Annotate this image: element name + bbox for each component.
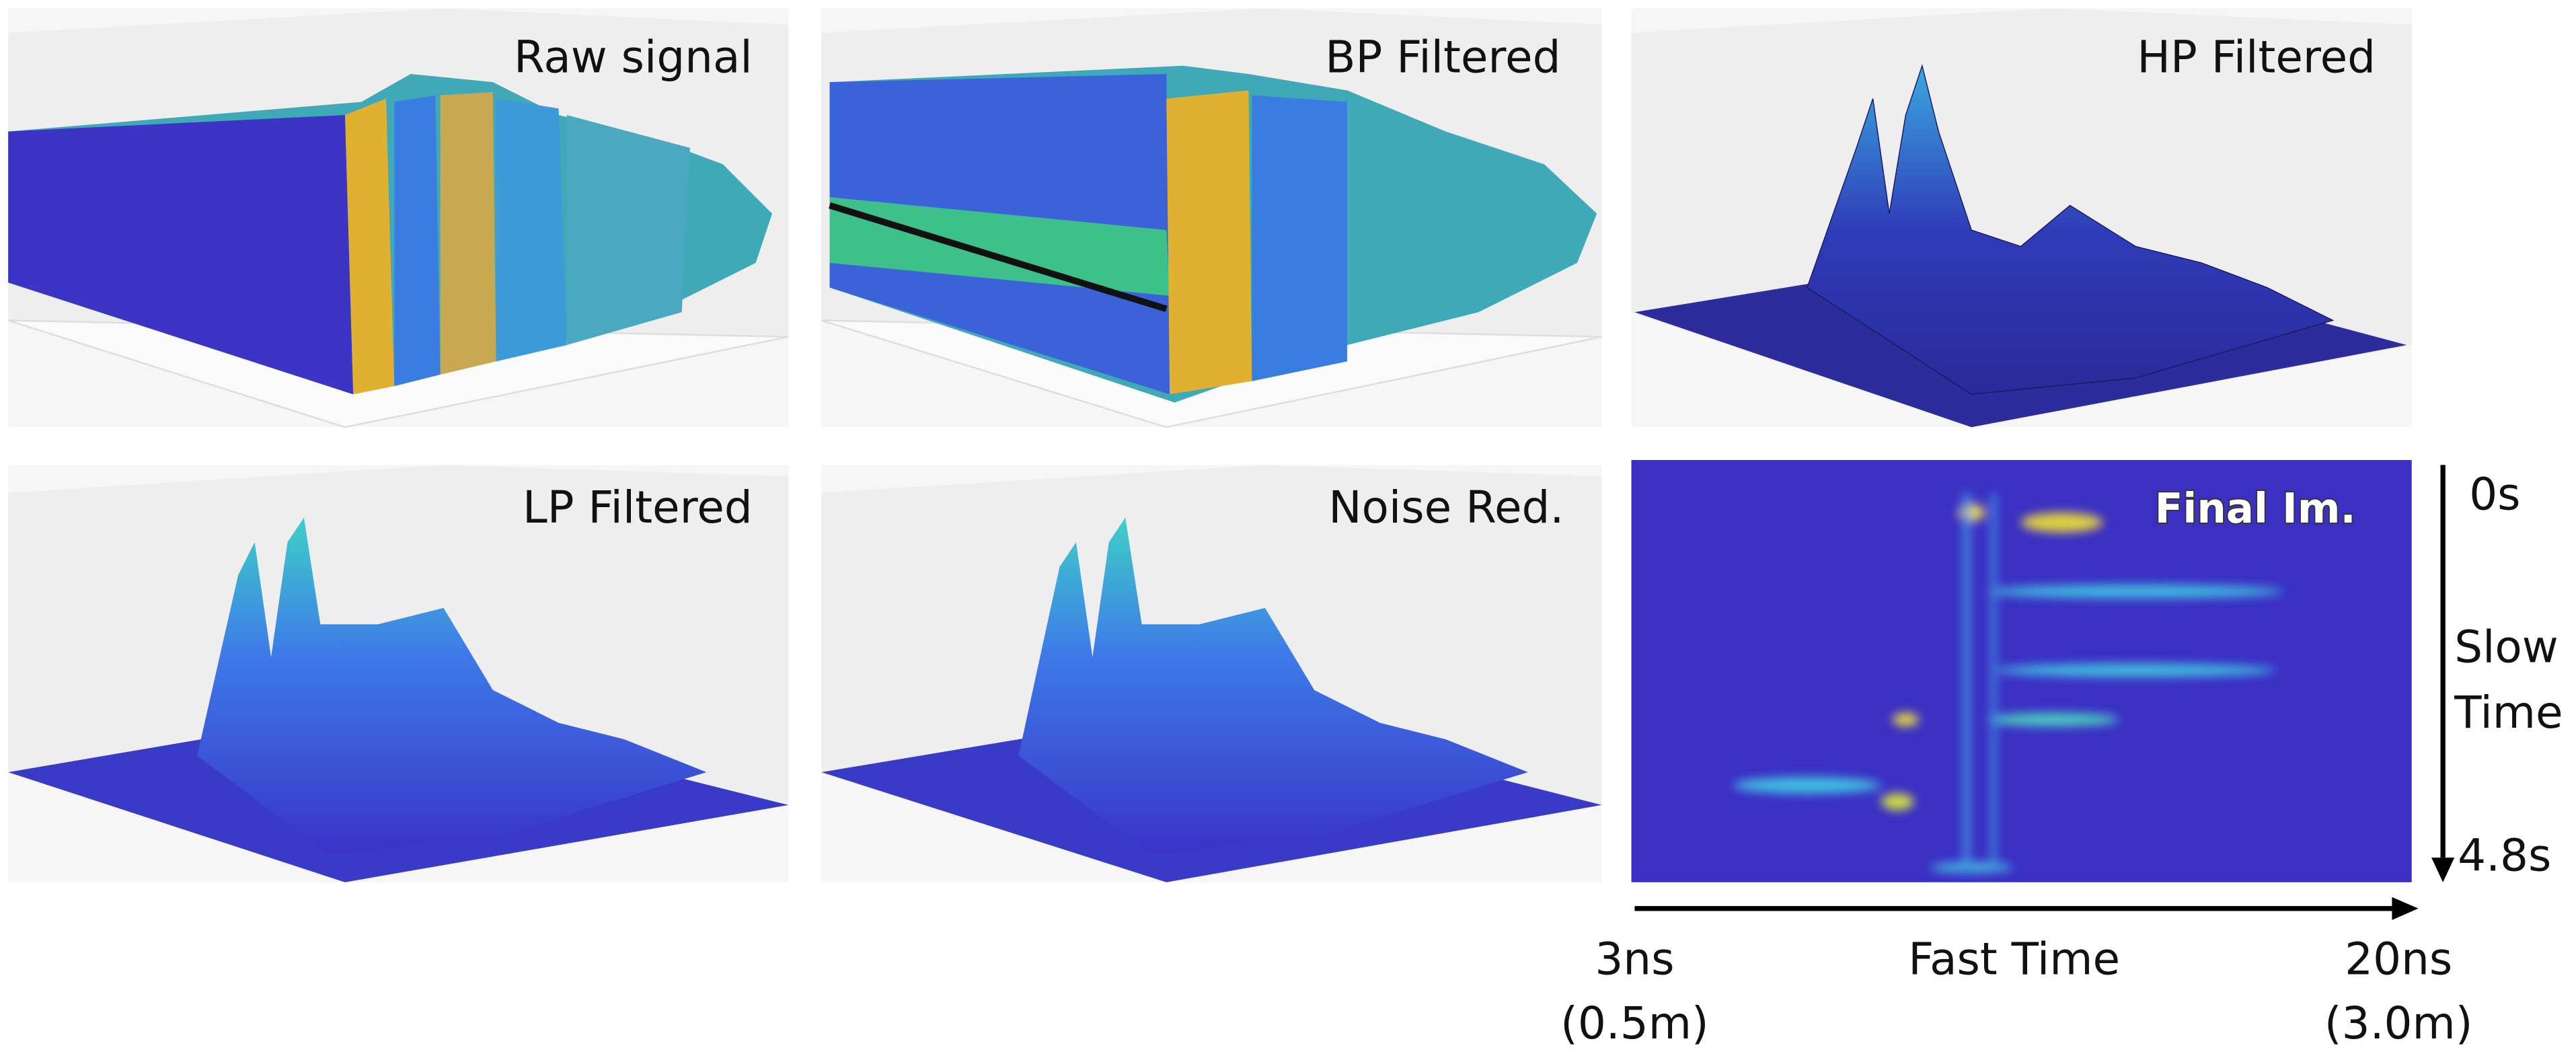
panel-title: BP Filtered [1325,32,1560,83]
panel-noise [821,465,1602,882]
axis-label: Fast Time [1908,934,2120,985]
panel-title: HP Filtered [2137,32,2376,83]
axis-label: 20ns [2345,934,2452,985]
axis-label: 3ns [1595,934,1674,985]
panel-title: Final Im. [2155,485,2356,533]
panel-title: Raw signal [514,32,753,83]
panel-title: Noise Red. [1328,482,1564,533]
axis-label: 0s [2469,468,2520,520]
axis-label: 4.8s [2458,830,2551,882]
panel-title: LP Filtered [523,482,753,533]
panel-final [1631,459,2412,882]
fast-axis [1634,897,2419,920]
panel-hp [1631,8,2412,428]
panel-lp [8,465,789,882]
slow-axis [2431,465,2455,882]
axis-label: (3.0m) [2324,997,2473,1049]
panel-bp [821,8,1602,428]
panel-raw [7,8,789,428]
axis-label: (0.5m) [1560,997,1709,1049]
axis-label: Slow [2454,621,2558,673]
axis-label: Time [2454,687,2563,738]
